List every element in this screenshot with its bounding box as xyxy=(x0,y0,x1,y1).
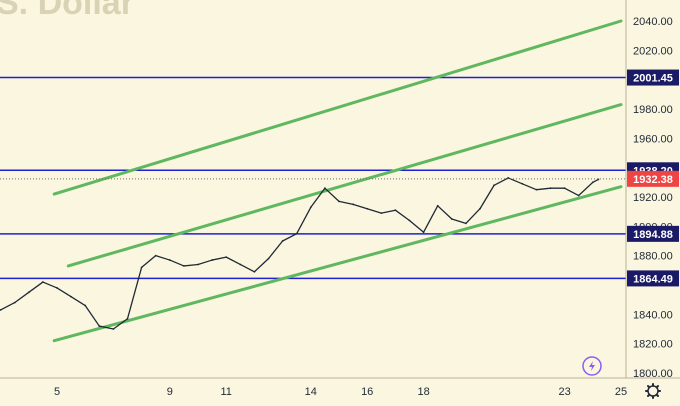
level-tag xyxy=(627,69,679,86)
price-point xyxy=(295,232,298,235)
price-point xyxy=(408,219,411,222)
y-tick-label: 1840.00 xyxy=(633,309,673,321)
level-tag xyxy=(627,270,679,287)
price-point xyxy=(56,287,58,289)
price-point xyxy=(549,187,552,190)
price-point xyxy=(112,328,115,330)
price-point xyxy=(281,240,284,242)
price-point xyxy=(324,187,326,190)
y-tick-label: 1920.00 xyxy=(633,192,673,204)
x-tick-label: 18 xyxy=(417,386,429,398)
price-point xyxy=(13,301,16,304)
price-point xyxy=(70,295,72,298)
price-point xyxy=(366,207,369,210)
current-price-tag xyxy=(627,170,679,187)
level-tag-label: 2001.45 xyxy=(633,73,673,85)
price-line xyxy=(0,177,599,330)
price-point xyxy=(267,257,270,260)
gear-icon[interactable] xyxy=(645,383,661,399)
price-point xyxy=(0,309,2,311)
price-point xyxy=(140,266,143,269)
x-tick-label: 9 xyxy=(167,386,173,398)
price-point xyxy=(521,182,524,185)
channel-line xyxy=(52,19,623,196)
price-point xyxy=(450,218,453,220)
y-tick-label: 2040.00 xyxy=(633,16,673,28)
y-tick-label: 1880.00 xyxy=(633,251,673,263)
price-point xyxy=(168,259,171,261)
x-tick-label: 5 xyxy=(54,386,60,398)
price-point xyxy=(436,204,439,207)
price-point xyxy=(465,222,467,225)
y-tick-label: 1980.00 xyxy=(633,104,673,116)
chart-watermark: S. Dollar xyxy=(0,0,134,22)
x-tick-label: 11 xyxy=(220,386,231,398)
level-tag xyxy=(627,225,679,242)
y-tick-label: 1820.00 xyxy=(633,339,673,351)
price-point xyxy=(422,231,425,234)
price-point xyxy=(338,200,340,203)
x-axis: 5 9 11 14 16 18 23 25 xyxy=(0,377,680,398)
price-point xyxy=(394,209,397,212)
price-point xyxy=(591,181,594,184)
price-point xyxy=(253,270,256,273)
price-point xyxy=(27,291,30,294)
price-point xyxy=(197,263,199,266)
price-point xyxy=(126,317,129,320)
y-axis: 2040.002020.001980.001960.001920.001900.… xyxy=(625,0,673,380)
y-tick-label: 2020.00 xyxy=(633,45,673,57)
price-point xyxy=(154,254,157,257)
horizontal-levels xyxy=(0,76,626,280)
x-tick-label: 14 xyxy=(305,386,317,398)
flash-icon[interactable] xyxy=(582,356,602,376)
level-tag-label: 1864.49 xyxy=(633,273,673,285)
price-point xyxy=(98,325,101,327)
x-tick-label: 23 xyxy=(558,386,570,398)
price-point xyxy=(239,263,242,266)
x-tick-label: 16 xyxy=(361,386,373,398)
channel-line xyxy=(52,185,623,343)
level-tag-label: 1894.88 xyxy=(633,229,673,241)
trend-channel xyxy=(52,19,623,343)
price-point xyxy=(380,212,383,215)
price-point xyxy=(577,194,580,197)
price-point xyxy=(535,188,538,191)
price-point xyxy=(211,259,214,261)
y-tick-label: 1960.00 xyxy=(633,133,673,145)
price-point xyxy=(42,281,44,283)
price-point xyxy=(563,187,566,190)
price-point xyxy=(352,203,354,206)
price-series xyxy=(0,177,600,330)
price-point xyxy=(225,256,228,259)
y-tick-label: 1800.00 xyxy=(633,368,673,380)
price-point xyxy=(84,304,87,307)
price-point xyxy=(479,207,481,210)
current-price-label: 1932.38 xyxy=(633,174,673,186)
price-point xyxy=(493,184,495,187)
channel-line xyxy=(66,103,623,268)
price-point xyxy=(309,206,312,209)
price-point xyxy=(183,265,185,267)
x-tick-label: 25 xyxy=(615,386,627,398)
